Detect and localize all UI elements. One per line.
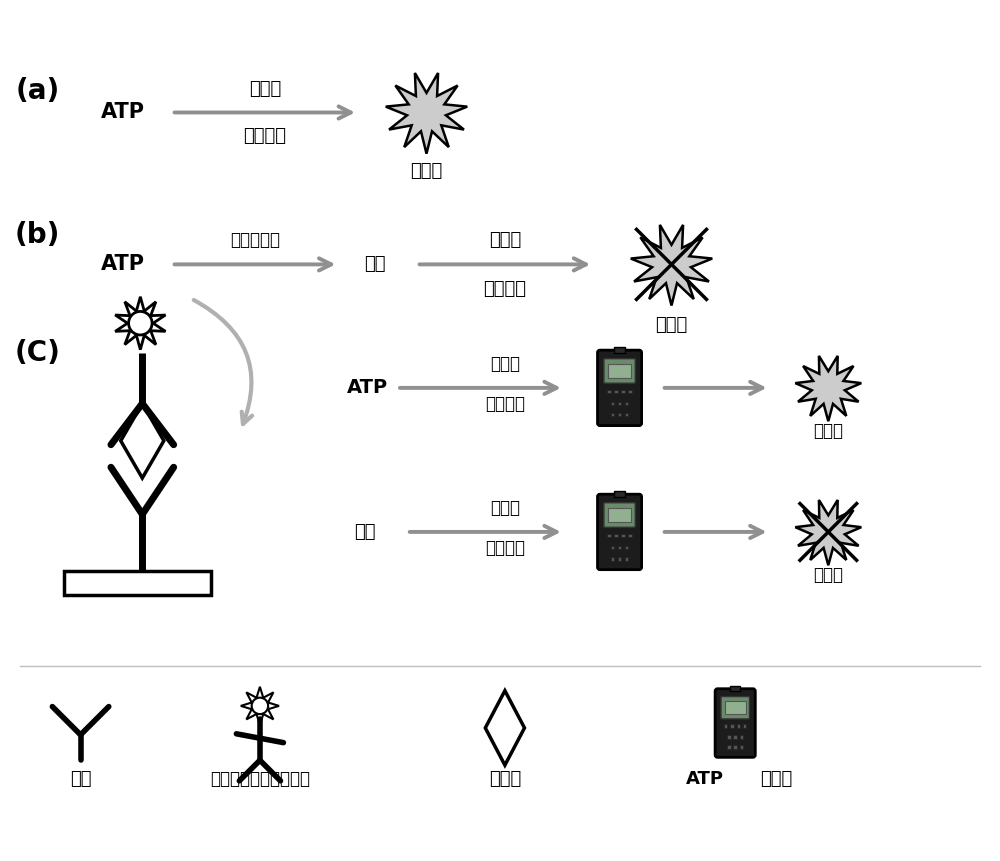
Bar [618, 413, 621, 417]
Bar [614, 390, 618, 393]
Text: 荧光素: 荧光素 [490, 499, 520, 517]
Text: 腺苷: 腺苷 [354, 523, 376, 541]
Bar [740, 746, 743, 749]
Bar [614, 347, 625, 353]
Bar [737, 724, 740, 728]
Bar [730, 686, 740, 691]
Bar [727, 746, 731, 749]
Text: 检测仪: 检测仪 [760, 770, 792, 788]
Text: 发光弱: 发光弱 [655, 316, 688, 334]
Text: 分析物: 分析物 [489, 770, 521, 788]
Bar [625, 557, 628, 561]
Circle shape [129, 312, 152, 335]
Bar [733, 746, 737, 749]
Text: (b): (b) [15, 221, 60, 249]
FancyBboxPatch shape [598, 494, 642, 570]
Text: 腺苷: 腺苷 [364, 256, 385, 274]
Polygon shape [795, 500, 861, 566]
Polygon shape [386, 73, 467, 153]
Bar [618, 546, 621, 549]
Bar [611, 413, 614, 417]
Bar [733, 735, 737, 739]
FancyBboxPatch shape [604, 503, 635, 527]
Text: 发光弱: 发光弱 [813, 566, 843, 584]
Bar [628, 534, 632, 537]
Text: 荧光素: 荧光素 [490, 356, 520, 374]
Bar [607, 390, 611, 393]
FancyBboxPatch shape [598, 350, 642, 425]
Polygon shape [241, 687, 279, 725]
FancyBboxPatch shape [725, 701, 746, 715]
FancyBboxPatch shape [604, 359, 635, 383]
Bar [611, 401, 614, 406]
Bar [730, 724, 734, 728]
Text: 荧光素酶: 荧光素酶 [483, 280, 526, 298]
Bar [618, 401, 621, 406]
Bar [611, 557, 614, 561]
Circle shape [252, 697, 268, 714]
Bar [614, 534, 618, 537]
Bar [724, 724, 727, 728]
Bar [625, 401, 628, 406]
FancyBboxPatch shape [608, 363, 631, 378]
Bar [628, 390, 632, 393]
Bar [621, 534, 625, 537]
Bar [727, 735, 731, 739]
Polygon shape [115, 297, 166, 350]
Bar [625, 546, 628, 549]
Text: ATP: ATP [101, 102, 145, 122]
Bar [611, 546, 614, 549]
Text: (a): (a) [15, 77, 60, 105]
Text: 荧光素酶: 荧光素酶 [485, 539, 525, 556]
Polygon shape [485, 691, 524, 765]
FancyBboxPatch shape [608, 508, 631, 523]
Text: 碱性磷酸酶: 碱性磷酸酶 [230, 231, 280, 249]
Bar [625, 413, 628, 417]
Text: 一抗: 一抗 [70, 770, 91, 788]
Polygon shape [121, 404, 164, 478]
Text: 荧光素酶: 荧光素酶 [243, 127, 286, 145]
Bar [743, 724, 746, 728]
Bar [64, 571, 211, 595]
Text: (C): (C) [15, 338, 60, 367]
Text: ATP: ATP [685, 770, 723, 788]
Text: ATP: ATP [101, 254, 145, 275]
Text: 发光强: 发光强 [410, 162, 443, 180]
Text: 发光强: 发光强 [813, 422, 843, 440]
FancyBboxPatch shape [721, 697, 749, 719]
Text: 荧光素酶: 荧光素酶 [485, 394, 525, 412]
Polygon shape [795, 356, 861, 421]
Text: 碱性磷酸酶标记的二抗: 碱性磷酸酶标记的二抗 [210, 770, 310, 788]
Bar [614, 491, 625, 497]
Bar [740, 735, 743, 739]
Polygon shape [631, 225, 712, 306]
Bar [618, 557, 621, 561]
FancyBboxPatch shape [715, 689, 755, 758]
Bar [607, 534, 611, 537]
Text: 荧光素: 荧光素 [249, 80, 281, 98]
Bar [621, 390, 625, 393]
Text: 荧光素: 荧光素 [489, 231, 521, 249]
Text: ATP: ATP [347, 378, 388, 398]
